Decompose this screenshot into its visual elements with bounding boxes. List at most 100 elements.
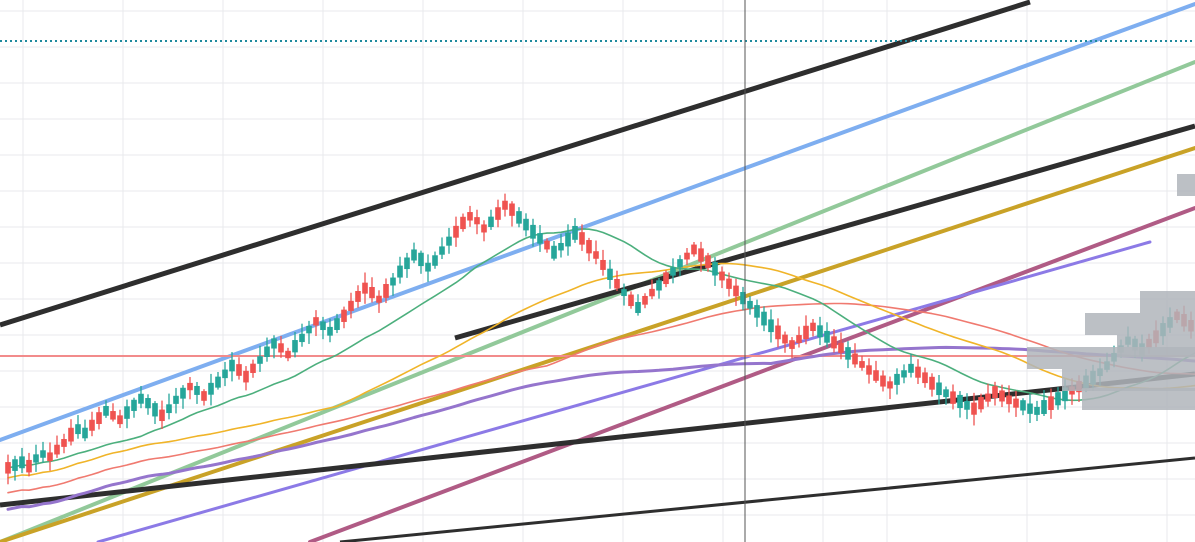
candlestick[interactable] bbox=[719, 266, 725, 289]
candlestick[interactable] bbox=[488, 209, 494, 230]
candlestick[interactable] bbox=[705, 252, 711, 272]
candlestick[interactable] bbox=[47, 442, 53, 471]
candlestick[interactable] bbox=[166, 393, 172, 420]
candlestick[interactable] bbox=[292, 331, 298, 358]
candlestick[interactable] bbox=[607, 259, 613, 289]
candlestick[interactable] bbox=[796, 326, 802, 348]
candlestick[interactable] bbox=[1041, 389, 1047, 416]
volume-profile-bars[interactable] bbox=[1027, 174, 1195, 410]
trendline-bottom-black[interactable] bbox=[339, 456, 1195, 542]
candlestick[interactable] bbox=[61, 433, 67, 454]
candlestick[interactable] bbox=[173, 387, 179, 414]
candlestick[interactable] bbox=[565, 224, 571, 256]
candlestick[interactable] bbox=[502, 193, 508, 217]
channel-mauve[interactable] bbox=[308, 206, 1195, 542]
candlestick[interactable] bbox=[355, 285, 361, 308]
candlestick[interactable] bbox=[75, 415, 81, 439]
candlestick[interactable] bbox=[859, 355, 865, 371]
candlestick[interactable] bbox=[642, 293, 648, 309]
candlestick[interactable] bbox=[593, 240, 599, 265]
candlestick[interactable] bbox=[971, 392, 977, 426]
candlestick[interactable] bbox=[201, 389, 207, 406]
candlestick[interactable] bbox=[915, 359, 921, 385]
candlestick[interactable] bbox=[978, 393, 984, 413]
candlestick[interactable] bbox=[838, 332, 844, 360]
volume-profile-bar[interactable] bbox=[1062, 369, 1195, 391]
candlestick[interactable] bbox=[929, 373, 935, 397]
candlestick[interactable] bbox=[852, 343, 858, 368]
candlestick[interactable] bbox=[1006, 385, 1012, 413]
candlestick[interactable] bbox=[614, 270, 620, 291]
candlestick[interactable] bbox=[670, 258, 676, 284]
volume-profile-bar[interactable] bbox=[1140, 291, 1195, 313]
candlestick[interactable] bbox=[334, 313, 340, 334]
candlestick[interactable] bbox=[68, 419, 74, 446]
candlestick[interactable] bbox=[551, 240, 557, 261]
candlestick[interactable] bbox=[460, 213, 466, 232]
candlestick[interactable] bbox=[894, 368, 900, 395]
candlestick[interactable] bbox=[558, 233, 564, 258]
candlestick[interactable] bbox=[775, 318, 781, 348]
candlestick[interactable] bbox=[1034, 400, 1040, 422]
candlestick[interactable] bbox=[117, 409, 123, 428]
trendline-mid-black[interactable] bbox=[454, 123, 1195, 341]
candlestick[interactable] bbox=[229, 352, 235, 382]
candlestick[interactable] bbox=[586, 237, 592, 262]
candlestick[interactable] bbox=[922, 367, 928, 388]
candlestick[interactable] bbox=[250, 359, 256, 378]
candlestick[interactable] bbox=[208, 373, 214, 406]
candlestick[interactable] bbox=[866, 358, 872, 384]
candlestick[interactable] bbox=[845, 341, 851, 369]
candlestick[interactable] bbox=[649, 279, 655, 300]
candlestick[interactable] bbox=[789, 337, 795, 359]
candlestick[interactable] bbox=[481, 220, 487, 242]
candlestick[interactable] bbox=[180, 385, 186, 409]
candlestick[interactable] bbox=[362, 272, 368, 304]
candlestick[interactable] bbox=[306, 320, 312, 344]
candlestick[interactable] bbox=[579, 224, 585, 251]
candlestick[interactable] bbox=[432, 251, 438, 269]
candlestick[interactable] bbox=[383, 278, 389, 304]
candlestick[interactable] bbox=[810, 318, 816, 337]
volume-profile-bar[interactable] bbox=[1177, 174, 1195, 196]
candlestick[interactable] bbox=[1048, 388, 1054, 419]
volume-profile-bar[interactable] bbox=[1085, 313, 1195, 335]
candlestick[interactable] bbox=[908, 353, 914, 378]
candlestick[interactable] bbox=[817, 316, 823, 346]
candlestick[interactable] bbox=[327, 318, 333, 343]
candlestick[interactable] bbox=[880, 370, 886, 392]
candlestick[interactable] bbox=[418, 250, 424, 274]
candlestick[interactable] bbox=[684, 248, 690, 265]
candlestick[interactable] bbox=[747, 296, 753, 315]
candlestick[interactable] bbox=[138, 385, 144, 409]
candlestick[interactable] bbox=[957, 391, 963, 418]
candlestick[interactable] bbox=[54, 435, 60, 458]
candlestick[interactable] bbox=[901, 364, 907, 384]
horizontal-level-lines[interactable] bbox=[0, 40, 1195, 357]
candlestick[interactable] bbox=[537, 225, 543, 252]
candlestick[interactable] bbox=[733, 278, 739, 306]
channel-gold[interactable] bbox=[0, 146, 1195, 542]
candlestick[interactable] bbox=[698, 241, 704, 272]
candlestick[interactable] bbox=[369, 277, 375, 303]
channel-green-lower[interactable] bbox=[0, 60, 1195, 542]
candlestick[interactable] bbox=[264, 337, 270, 362]
candlestick[interactable] bbox=[439, 237, 445, 260]
candlestick[interactable] bbox=[145, 394, 151, 415]
candlestick[interactable] bbox=[1055, 387, 1061, 410]
candlestick[interactable] bbox=[950, 384, 956, 410]
candlestick[interactable] bbox=[754, 299, 760, 327]
candlestick[interactable] bbox=[33, 444, 39, 472]
candlestick[interactable] bbox=[712, 257, 718, 286]
candlestick[interactable] bbox=[509, 201, 515, 227]
candlestick[interactable] bbox=[768, 309, 774, 343]
candlestick[interactable] bbox=[397, 256, 403, 284]
candlestick[interactable] bbox=[187, 376, 193, 400]
candlestick[interactable] bbox=[390, 273, 396, 296]
candlestick[interactable] bbox=[936, 375, 942, 405]
candlestick[interactable] bbox=[474, 209, 480, 235]
candlestick[interactable] bbox=[803, 315, 809, 345]
candlestick[interactable] bbox=[313, 310, 319, 337]
candlestick[interactable] bbox=[887, 376, 893, 400]
